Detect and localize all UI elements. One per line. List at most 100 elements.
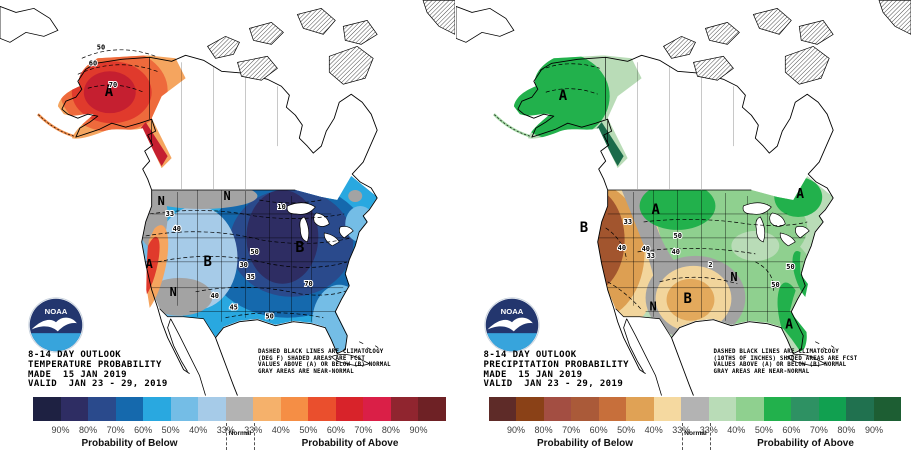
colorbar-segment [115,397,144,421]
contour-label: 10 [277,203,285,211]
colorbar-segment [308,397,336,421]
colorbar-tick-label: 70% [354,425,373,435]
colorbar-tick-label: 60% [782,425,801,435]
contour-label: 40 [211,292,219,300]
colorbar-tick-label: 90% [864,425,883,435]
colorbar-ticks: 90% 80% 70% 60% 50% 40% 33% 33% 40% 50% 60% 70% 80% 9… [33,425,446,437]
contour-label: 70 [304,280,312,288]
colorbar-segment [280,397,309,421]
colorbar-segment [708,397,737,421]
contour-label: 60 [89,59,97,67]
region-letter: A [785,318,793,333]
normal-divider [681,423,683,450]
colorbar-tick-label: 70% [562,425,581,435]
colorbar-segment [170,397,199,421]
colorbar-tick-label: 90% [51,425,70,435]
region-letter: A [146,257,154,271]
normal-divider [254,423,255,450]
contour-label: 50 [771,281,779,289]
probability-below-label: Probability of Below [536,438,634,449]
noaa-logo: NOAA [483,296,541,354]
probability-below-label: Probability of Below [81,438,178,449]
normal-label: Normal [228,430,252,437]
probability-above-label: Probability of Above [757,438,854,449]
colorbar-segment [88,397,116,421]
colorbar-segment [598,397,627,421]
colorbar-tick-label: 40% [727,425,746,435]
colorbar-tick-label: 50% [754,425,773,435]
colorbar-tick-label: 60% [326,425,345,435]
colorbar-segment [33,397,61,421]
map-note: DASHED BLACK LINES ARE CLIMATOLOGY (10THS… [713,349,858,375]
colorbar-segment [198,397,226,421]
noaa-logo-text: NOAA [45,307,68,316]
contour-label: 33 [646,252,654,260]
normal-divider [226,423,227,450]
precipitation-panel: A B A B N N A A 50 40 33 2 40 33 40 50 50 NOAA 8-14 DAY … [455,0,911,453]
region-letter: A [651,202,660,218]
colorbar-segment [543,397,572,421]
colorbar-tick-label: 80% [534,425,553,435]
region-letter: N [224,189,231,203]
contour-label: 35 [246,273,254,281]
colorbar-tick-label: 40% [271,425,290,435]
colorbar-segment [418,397,446,421]
colorbar-tick-label: 33% [699,425,718,435]
colorbar-tick-label: 33% [216,425,235,435]
colorbar-tick-label: 80% [79,425,98,435]
colorbar-segment [60,397,89,421]
contour-label: 50 [250,248,258,256]
noaa-logo-emblem: NOAA [28,297,84,353]
contour-label: 2 [708,261,712,269]
contour-label: 70 [109,81,117,89]
colorbar-segment [390,397,419,421]
colorbar-segment [681,397,709,421]
colorbar-tick-label: 40% [189,425,208,435]
normal-divider [709,423,711,450]
noaa-logo-emblem: NOAA [483,297,540,353]
colorbar-segment [653,397,682,421]
noaa-bird-icon [31,317,77,332]
colorbar-segment [818,397,847,421]
colorbar-segment [488,397,517,421]
region-letter: A [105,84,114,100]
contour-label: 50 [673,232,681,240]
map-note: DASHED BLACK LINES ARE CLIMATOLOGY (DEG F… [258,349,391,375]
colorbar-tick-label: 80% [837,425,856,435]
region-letter: A [796,187,804,202]
colorbar-tick-label: 60% [589,425,608,435]
temperature-colorbar [33,397,446,421]
colorbar-segment [791,397,819,421]
colorbar-tick-label: 70% [106,425,125,435]
normal-label: Normal [684,430,707,437]
colorbar-tick-label: 70% [809,425,828,435]
contour-label: 40 [641,245,649,253]
map-title: 8-14 DAY OUTLOOK PRECIPITATION PROBABILIT… [483,350,629,390]
colorbar-segment [253,397,281,421]
colorbar-tick-label: 60% [134,425,153,435]
colorbar-segment [571,397,599,421]
colorbar-tick-label: 50% [161,425,180,435]
region-letter: B [204,254,212,270]
region-letter: N [170,285,177,299]
colorbar-tick-label: 90% [507,425,526,435]
region-letter: A [558,88,567,104]
contour-label: 33 [623,218,631,226]
temperature-panel: A 50 60 70 N N N A B B 33 40 10 50 30 35 40 45 50 70 NOAA 8… [0,0,455,450]
contour-label: 40 [617,244,625,252]
colorbar-tick-label: 80% [381,425,400,435]
colorbar-segment [143,397,171,421]
contour-label: 50 [786,263,794,271]
colorbar-segment [225,397,254,421]
colorbar-tick-label: 50% [617,425,636,435]
precipitation-colorbar [488,397,902,421]
contour-label: 30 [239,261,247,269]
colorbar-tick-label: 33% [672,425,691,435]
contour-label: 45 [229,304,237,312]
noaa-bird-icon [487,317,533,332]
contour-label: 33 [166,210,174,218]
region-letter: N [158,194,165,208]
